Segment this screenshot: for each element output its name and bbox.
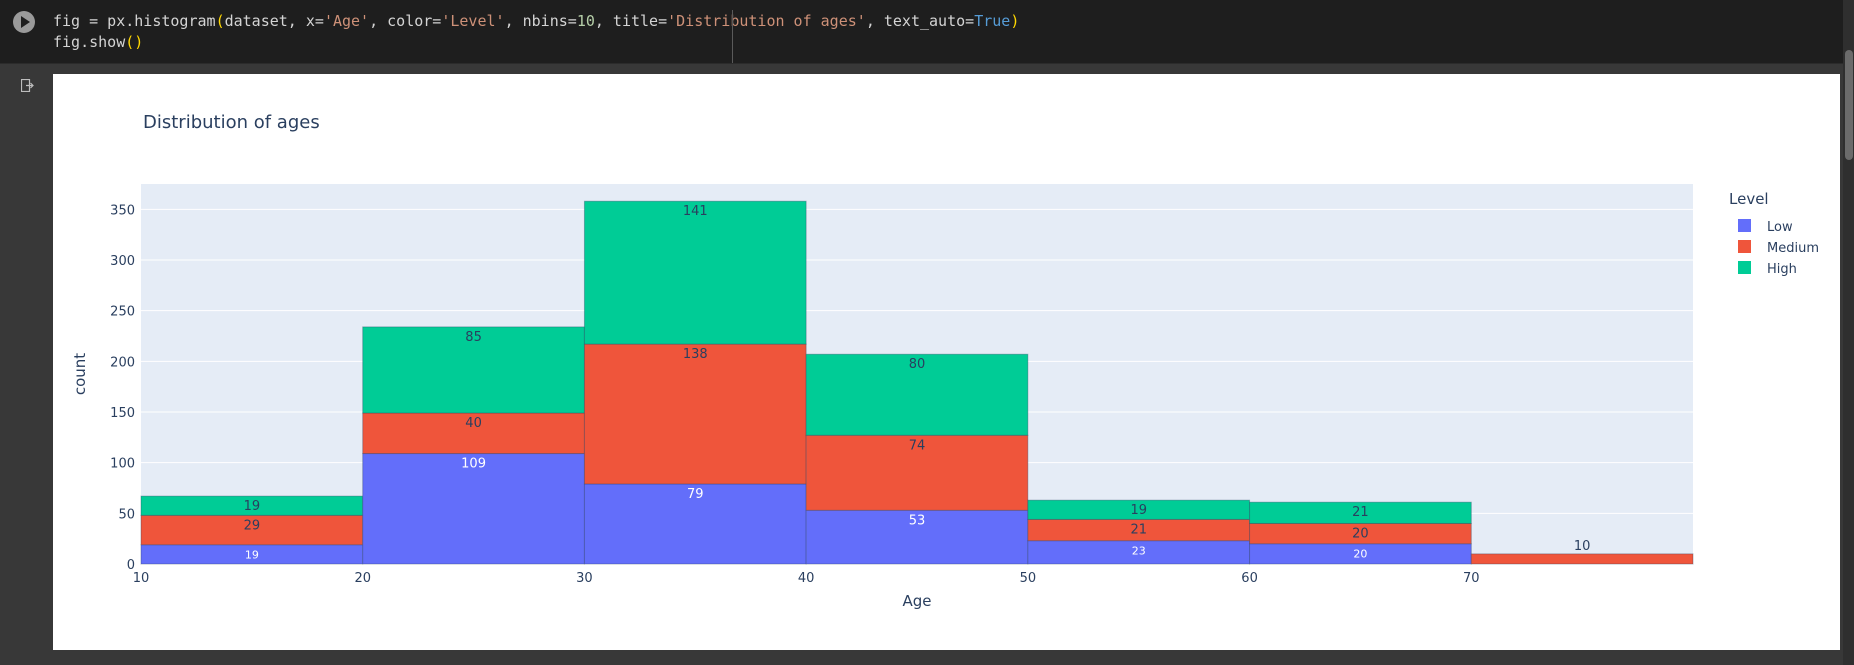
- code-token: fig.show: [53, 33, 126, 51]
- histogram-bar-high: [805, 353, 1029, 436]
- scrollbar-thumb[interactable]: [1845, 50, 1853, 160]
- y-tick-label: 150: [110, 406, 135, 421]
- bar-value-label: 20: [1353, 548, 1367, 561]
- code-token: dataset, x=: [224, 12, 324, 30]
- legend-title: Level: [1729, 190, 1769, 208]
- bar-value-label: 29: [244, 518, 261, 533]
- legend-item-high[interactable]: High: [1767, 262, 1797, 277]
- histogram-bar-high: [1249, 501, 1472, 524]
- code-token: , title=: [594, 12, 668, 30]
- legend-swatch-high[interactable]: [1738, 261, 1751, 274]
- bar-value-label: 53: [909, 513, 926, 528]
- code-token: , text_auto=: [865, 12, 975, 30]
- legend: Level Low Medium High: [1729, 190, 1819, 277]
- bar-value-label: 141: [683, 204, 708, 219]
- bar-value-label: 20: [1352, 526, 1369, 541]
- histogram-bar-high: [583, 200, 807, 345]
- histogram-bar-low: [362, 453, 585, 565]
- bar-value-label: 109: [461, 457, 486, 472]
- histogram-bar-medium: [1470, 553, 1694, 565]
- code-token: (: [215, 12, 225, 30]
- code-token: 'Level': [441, 12, 505, 30]
- x-tick-label: 60: [1241, 571, 1258, 586]
- chart-title: Distribution of ages: [143, 112, 320, 133]
- y-tick-label: 350: [110, 203, 135, 218]
- y-tick-label: 300: [110, 254, 135, 269]
- bar-value-label: 23: [1132, 545, 1146, 558]
- histogram-chart[interactable]: 19 29 19 109 40 85 79 138 141 53 74 80 23 21 19 20 20 21 1…: [53, 74, 1840, 650]
- bar-value-label: 19: [1130, 503, 1147, 518]
- code-line-2: fig.show(): [53, 32, 1019, 53]
- y-tick-label: 0: [127, 558, 135, 573]
- histogram-bar-medium: [583, 343, 807, 485]
- code-token: ): [1010, 12, 1020, 30]
- x-tick-label: 20: [354, 571, 371, 586]
- x-tick-label: 70: [1463, 571, 1480, 586]
- y-tick-label: 100: [110, 457, 135, 472]
- bar-value-label: 21: [1352, 505, 1369, 520]
- bar-value-label: 21: [1130, 522, 1147, 537]
- output-gutter: [0, 64, 53, 665]
- bar-value-label: 74: [909, 438, 926, 453]
- bar-value-label: 138: [683, 347, 708, 362]
- code-line-1: fig = px.histogram(dataset, x='Age', col…: [53, 11, 1019, 32]
- run-cell-button[interactable]: [13, 11, 35, 33]
- legend-item-medium[interactable]: Medium: [1767, 241, 1819, 256]
- histogram-bar-low: [805, 509, 1029, 565]
- code-token: (): [125, 33, 144, 51]
- y-axis-label: count: [71, 353, 89, 395]
- x-tick-label: 10: [133, 571, 150, 586]
- histogram-bar-medium: [805, 434, 1029, 511]
- code-token: 10: [576, 12, 595, 30]
- code-cell[interactable]: fig = px.histogram(dataset, x='Age', col…: [0, 0, 1843, 64]
- histogram-bar-medium: [362, 412, 585, 455]
- plot-output: 19 29 19 109 40 85 79 138 141 53 74 80 23 21 19 20 20 21 1…: [53, 74, 1840, 650]
- bar-value-label: 19: [245, 549, 259, 562]
- bar-value-label: 85: [465, 330, 482, 345]
- bar-value-label: 10: [1574, 539, 1591, 554]
- bar-value-label: 79: [687, 487, 704, 502]
- code-editor[interactable]: fig = px.histogram(dataset, x='Age', col…: [53, 11, 1019, 53]
- bar-value-label: 19: [244, 499, 261, 514]
- x-tick-label: 30: [576, 571, 593, 586]
- legend-item-low[interactable]: Low: [1767, 220, 1793, 235]
- editor-ruler: [732, 10, 733, 63]
- x-tick-label: 50: [1020, 571, 1037, 586]
- x-axis-label: Age: [902, 592, 931, 610]
- y-tick-label: 200: [110, 355, 135, 370]
- x-tick-label: 40: [798, 571, 815, 586]
- code-token: 'Age': [323, 12, 370, 30]
- bar-value-label: 40: [465, 416, 482, 431]
- code-token: True: [974, 12, 1011, 30]
- y-tick-label: 250: [110, 305, 135, 320]
- code-token: fig = px.histogram: [53, 12, 216, 30]
- legend-swatch-medium[interactable]: [1738, 240, 1751, 253]
- code-token: 'Distribution of ages': [667, 12, 866, 30]
- code-token: , color=: [369, 12, 442, 30]
- y-tick-label: 50: [118, 507, 135, 522]
- legend-swatch-low[interactable]: [1738, 219, 1751, 232]
- histogram-bar-high: [362, 326, 585, 414]
- scrollbar-track[interactable]: [1843, 0, 1854, 665]
- bar-value-label: 80: [909, 357, 926, 372]
- output-options-icon[interactable]: [21, 79, 34, 92]
- code-token: , nbins=: [504, 12, 577, 30]
